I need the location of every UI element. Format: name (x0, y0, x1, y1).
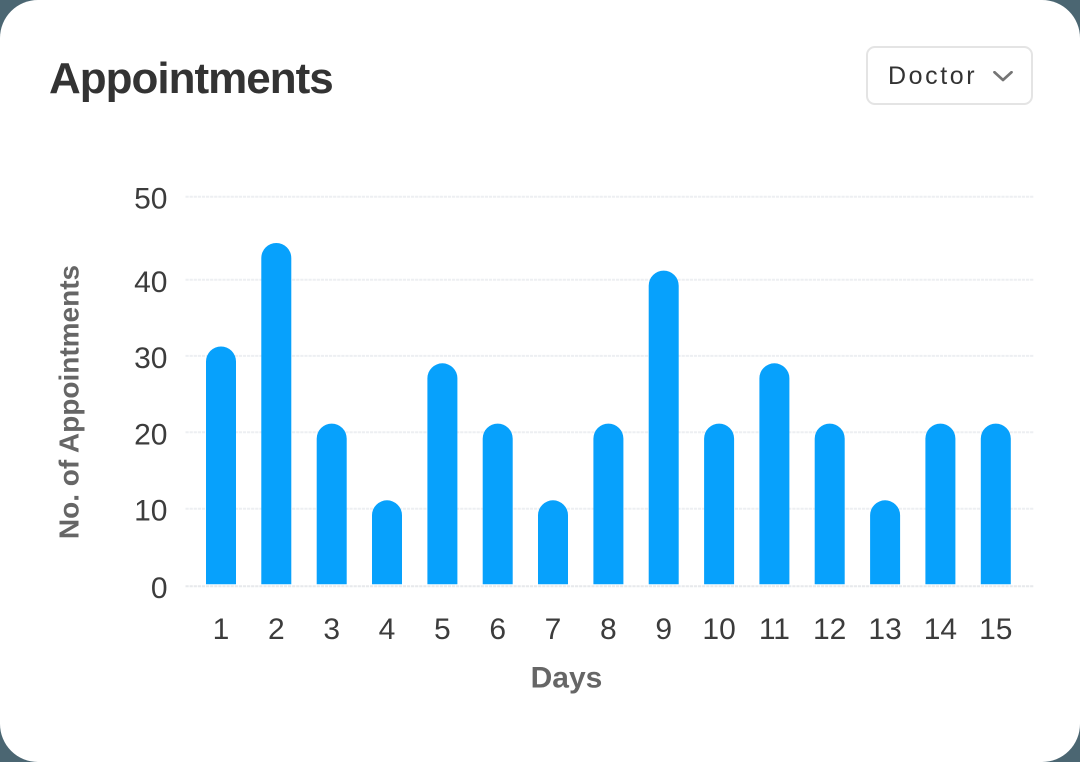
svg-text:7: 7 (545, 613, 562, 646)
svg-text:10: 10 (134, 495, 167, 528)
svg-text:8: 8 (600, 613, 617, 646)
svg-text:9: 9 (655, 613, 672, 646)
svg-text:Days: Days (531, 662, 603, 695)
svg-text:3: 3 (323, 613, 340, 646)
svg-text:20: 20 (134, 418, 167, 451)
svg-text:No. of Appointments: No. of Appointments (54, 265, 85, 539)
svg-text:30: 30 (134, 342, 167, 375)
svg-text:12: 12 (813, 613, 846, 646)
svg-text:2: 2 (268, 613, 285, 646)
svg-text:15: 15 (979, 613, 1012, 646)
svg-text:14: 14 (924, 613, 957, 646)
svg-text:4: 4 (379, 613, 396, 646)
svg-text:13: 13 (868, 613, 901, 646)
svg-text:10: 10 (702, 613, 735, 646)
svg-text:40: 40 (134, 266, 167, 299)
svg-text:50: 50 (134, 183, 167, 216)
svg-text:5: 5 (434, 613, 451, 646)
svg-text:1: 1 (213, 613, 230, 646)
svg-text:11: 11 (759, 613, 790, 646)
svg-text:0: 0 (151, 572, 168, 605)
svg-text:6: 6 (489, 613, 506, 646)
